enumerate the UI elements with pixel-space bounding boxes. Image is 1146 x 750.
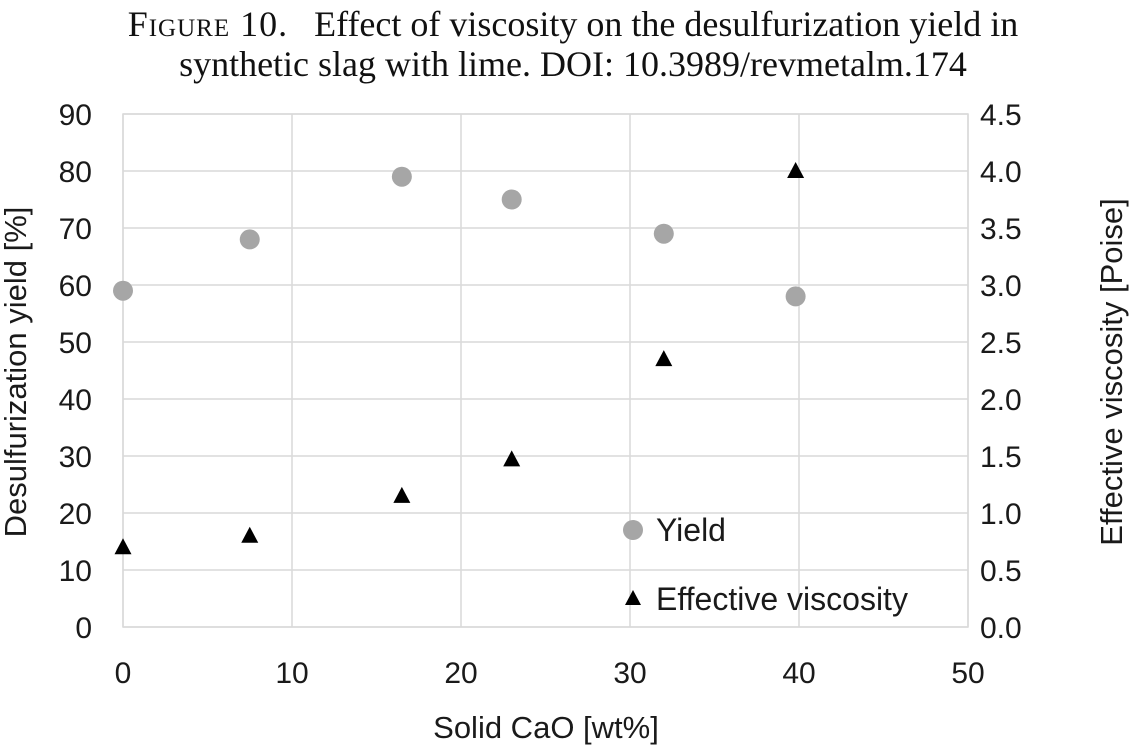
y-tick-label: 20	[59, 498, 92, 531]
viscosity-point	[241, 526, 259, 543]
y2-tick-label: 2.5	[980, 327, 1022, 360]
y-tick-label: 50	[59, 327, 92, 360]
viscosity-point	[393, 486, 411, 503]
legend-yield-marker	[623, 520, 643, 540]
y2-tick-label: 0.5	[980, 555, 1022, 588]
viscosity-point	[114, 538, 132, 555]
x-axis: 0 10 20 30 40 50	[115, 657, 985, 690]
y-tick-label: 70	[59, 213, 92, 246]
legend-viscosity-label: Effective viscosity	[656, 581, 908, 617]
x-tick-label: 40	[782, 657, 815, 690]
left-y-axis: 0 10 20 30 40 50 60 70 80 90	[59, 99, 92, 645]
yield-point	[653, 223, 674, 244]
plot-area-frame	[122, 113, 969, 628]
viscosity-point	[503, 450, 521, 467]
y-tick-label: 90	[59, 99, 92, 132]
y-tick-label: 10	[59, 555, 92, 588]
viscosity-point	[655, 350, 673, 367]
caption-line-1: Figure 10. Effect of viscosity on the des…	[0, 4, 1146, 44]
viscosity-point	[787, 162, 805, 178]
grid-lines	[122, 113, 969, 628]
data-points	[113, 162, 806, 555]
y2-tick-label: 2.0	[980, 384, 1022, 417]
legend: Yield Effective viscosity	[623, 512, 908, 617]
y2-tick-label: 3.5	[980, 213, 1022, 246]
y2-tick-label: 0.0	[980, 612, 1022, 645]
y-tick-label: 30	[59, 441, 92, 474]
x-tick-label: 50	[951, 657, 984, 690]
caption-line-2: synthetic slag with lime. DOI: 10.3989/r…	[179, 44, 967, 84]
y2-tick-label: 4.5	[980, 99, 1022, 132]
yield-point	[785, 286, 806, 307]
y2-tick-label: 3.0	[980, 270, 1022, 303]
yield-point	[239, 229, 260, 250]
x-axis-title: Solid CaO [wt%]	[433, 710, 659, 745]
y-tick-label: 0	[75, 612, 92, 645]
caption-label: Figure 10.	[127, 4, 289, 44]
y2-tick-label: 1.5	[980, 441, 1022, 474]
yield-point	[501, 189, 522, 210]
figure-caption: Figure 10. Effect of viscosity on the des…	[0, 4, 1146, 84]
y2-tick-label: 4.0	[980, 156, 1022, 189]
x-tick-label: 0	[115, 657, 132, 690]
yield-point	[391, 166, 412, 187]
caption-text-1: Effect of viscosity on the desulfurizati…	[314, 4, 1019, 44]
right-y-axis-title: Effective viscosity [Poise]	[1094, 198, 1129, 545]
x-tick-label: 20	[444, 657, 477, 690]
x-tick-label: 30	[613, 657, 646, 690]
y-tick-label: 60	[59, 270, 92, 303]
right-y-axis: 0.0 0.5 1.0 1.5 2.0 2.5 3.0 3.5 4.0 4.5	[980, 99, 1022, 645]
yield-point	[113, 280, 133, 301]
y2-tick-label: 1.0	[980, 498, 1022, 531]
y-tick-label: 40	[59, 384, 92, 417]
legend-yield-label: Yield	[656, 512, 726, 548]
y-tick-label: 80	[59, 156, 92, 189]
legend-viscosity-marker	[625, 590, 641, 605]
left-y-axis-title: Desulfurization yield [%]	[0, 207, 33, 538]
x-tick-label: 10	[275, 657, 308, 690]
